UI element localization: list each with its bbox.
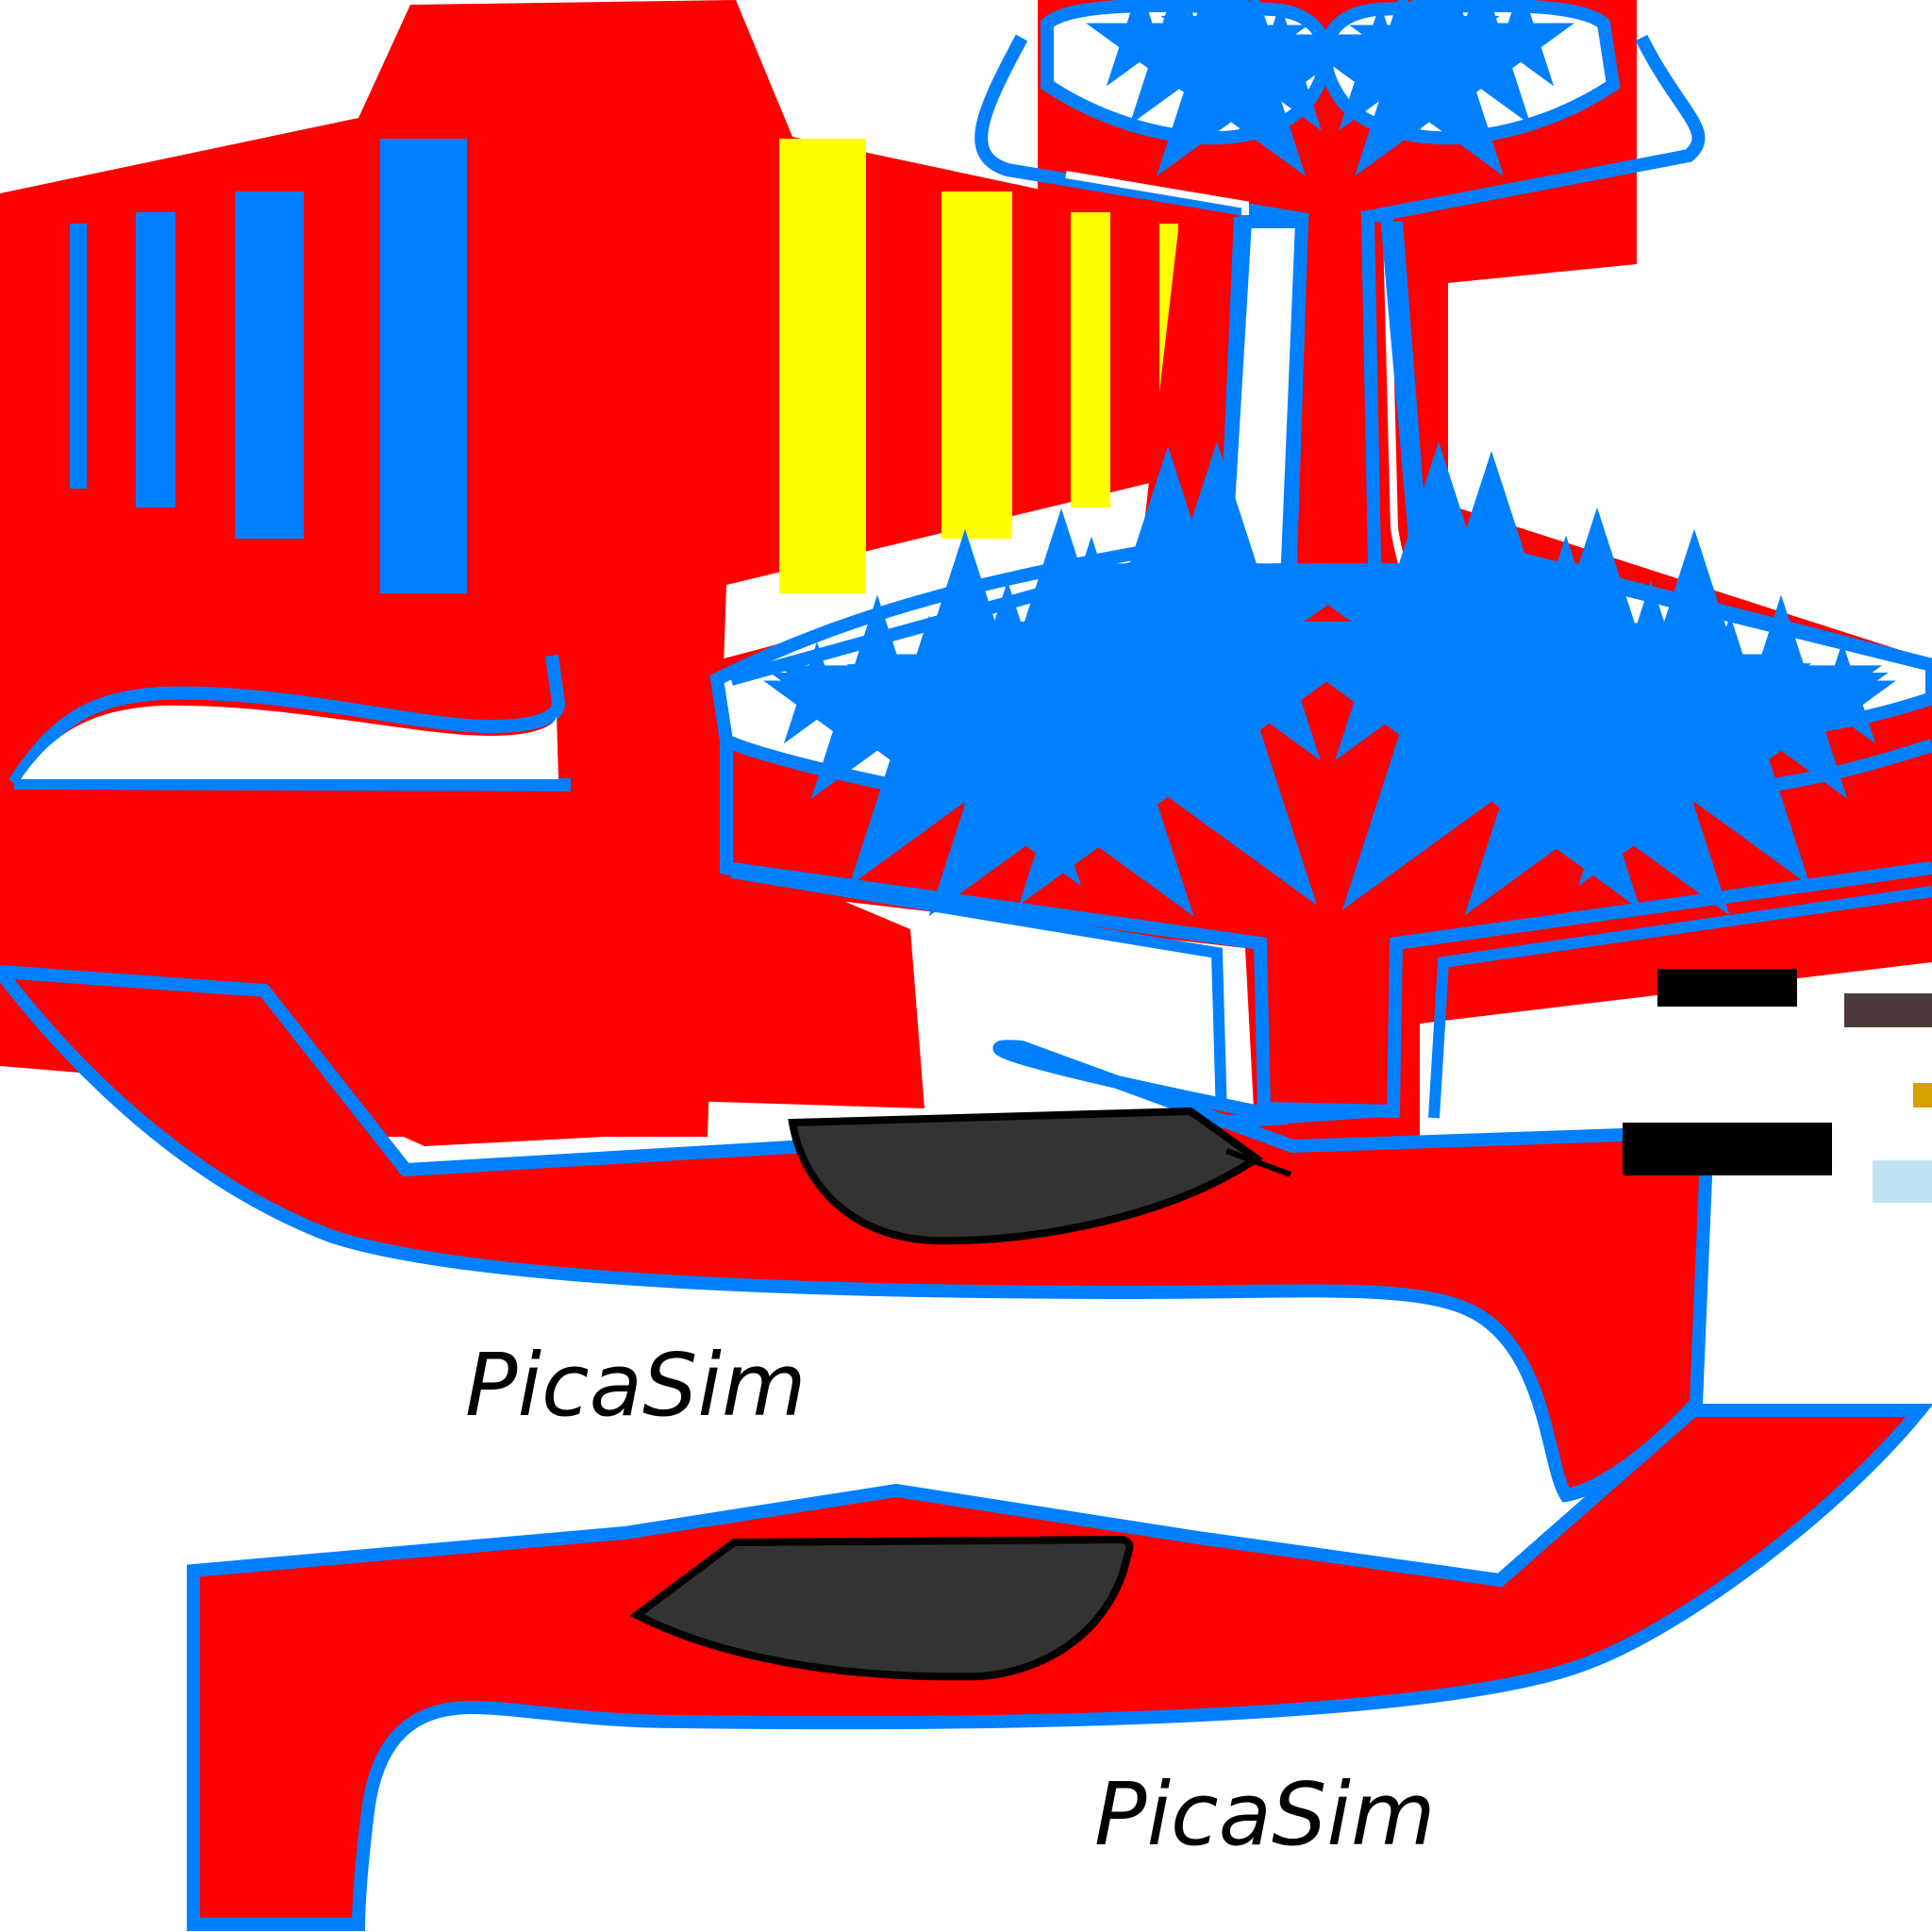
blue-stripe bbox=[235, 192, 304, 539]
color-swatches bbox=[1623, 969, 1932, 1203]
swatch-gold bbox=[1913, 1083, 1932, 1108]
canopy bbox=[788, 1107, 1264, 1245]
blue-stripe bbox=[136, 212, 175, 508]
swatch-black bbox=[1657, 969, 1797, 1007]
swatch-black bbox=[1623, 1123, 1832, 1175]
yellow-stripe bbox=[779, 139, 866, 593]
fuselage-side-upper bbox=[0, 964, 1715, 1503]
swatch-light-blue bbox=[1873, 1160, 1932, 1203]
blue-stripe bbox=[70, 224, 87, 489]
fuselage-side-block bbox=[338, 840, 924, 1146]
brand-label-bottom: PicaSim bbox=[1094, 1764, 1436, 1865]
fuselage-side-lower bbox=[187, 1404, 1932, 1931]
canopy bbox=[629, 1535, 1134, 1681]
blue-stripe bbox=[380, 139, 467, 593]
swatch-dark-brown bbox=[1844, 993, 1932, 1027]
brand-label-top: PicaSim bbox=[465, 1335, 807, 1436]
wing-tip-panel bbox=[0, 604, 572, 811]
yellow-stripe bbox=[1071, 212, 1110, 508]
yellow-stripe bbox=[941, 192, 1012, 539]
